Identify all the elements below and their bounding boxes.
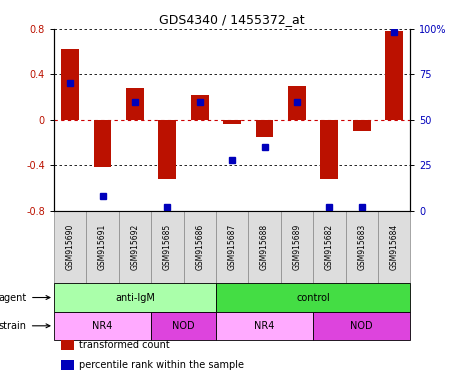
Bar [385, 31, 403, 120]
Bar [86, 211, 119, 283]
Text: GSM915689: GSM915689 [293, 224, 302, 270]
Bar [353, 120, 371, 131]
Text: percentile rank within the sample: percentile rank within the sample [79, 361, 244, 371]
Bar [61, 359, 74, 370]
Text: NR4: NR4 [92, 321, 113, 331]
Bar [151, 211, 183, 283]
Bar [216, 312, 313, 340]
Bar [61, 339, 74, 350]
Text: control: control [296, 293, 330, 303]
Bar [119, 211, 151, 283]
Bar [159, 120, 176, 179]
Bar [249, 211, 281, 283]
Text: NOD: NOD [350, 321, 373, 331]
Bar [54, 312, 151, 340]
Text: transformed count: transformed count [79, 340, 170, 351]
Bar [313, 312, 410, 340]
Text: GSM915688: GSM915688 [260, 224, 269, 270]
Bar [183, 211, 216, 283]
Bar [94, 120, 112, 167]
Text: strain: strain [0, 321, 50, 331]
Text: GSM915682: GSM915682 [325, 224, 334, 270]
Bar [313, 211, 346, 283]
Bar [223, 120, 241, 124]
Text: NOD: NOD [172, 321, 195, 331]
Title: GDS4340 / 1455372_at: GDS4340 / 1455372_at [159, 13, 305, 26]
Bar [378, 211, 410, 283]
Bar [54, 211, 86, 283]
Bar [54, 283, 216, 312]
Text: GSM915687: GSM915687 [227, 224, 237, 270]
Bar [281, 211, 313, 283]
Text: GSM915690: GSM915690 [66, 224, 75, 270]
Bar [126, 88, 144, 120]
Text: GSM915685: GSM915685 [163, 224, 172, 270]
Text: GSM915684: GSM915684 [390, 224, 399, 270]
Bar [216, 211, 249, 283]
Text: GSM915686: GSM915686 [195, 224, 204, 270]
Text: GSM915683: GSM915683 [357, 224, 366, 270]
Bar [61, 49, 79, 120]
Bar [216, 283, 410, 312]
Bar [256, 120, 273, 137]
Text: GSM915691: GSM915691 [98, 224, 107, 270]
Bar [151, 312, 216, 340]
Bar [191, 95, 209, 120]
Text: GSM915692: GSM915692 [130, 224, 139, 270]
Text: agent: agent [0, 293, 50, 303]
Text: anti-IgM: anti-IgM [115, 293, 155, 303]
Bar [288, 86, 306, 120]
Bar [320, 120, 338, 179]
Bar [346, 211, 378, 283]
Text: NR4: NR4 [254, 321, 275, 331]
